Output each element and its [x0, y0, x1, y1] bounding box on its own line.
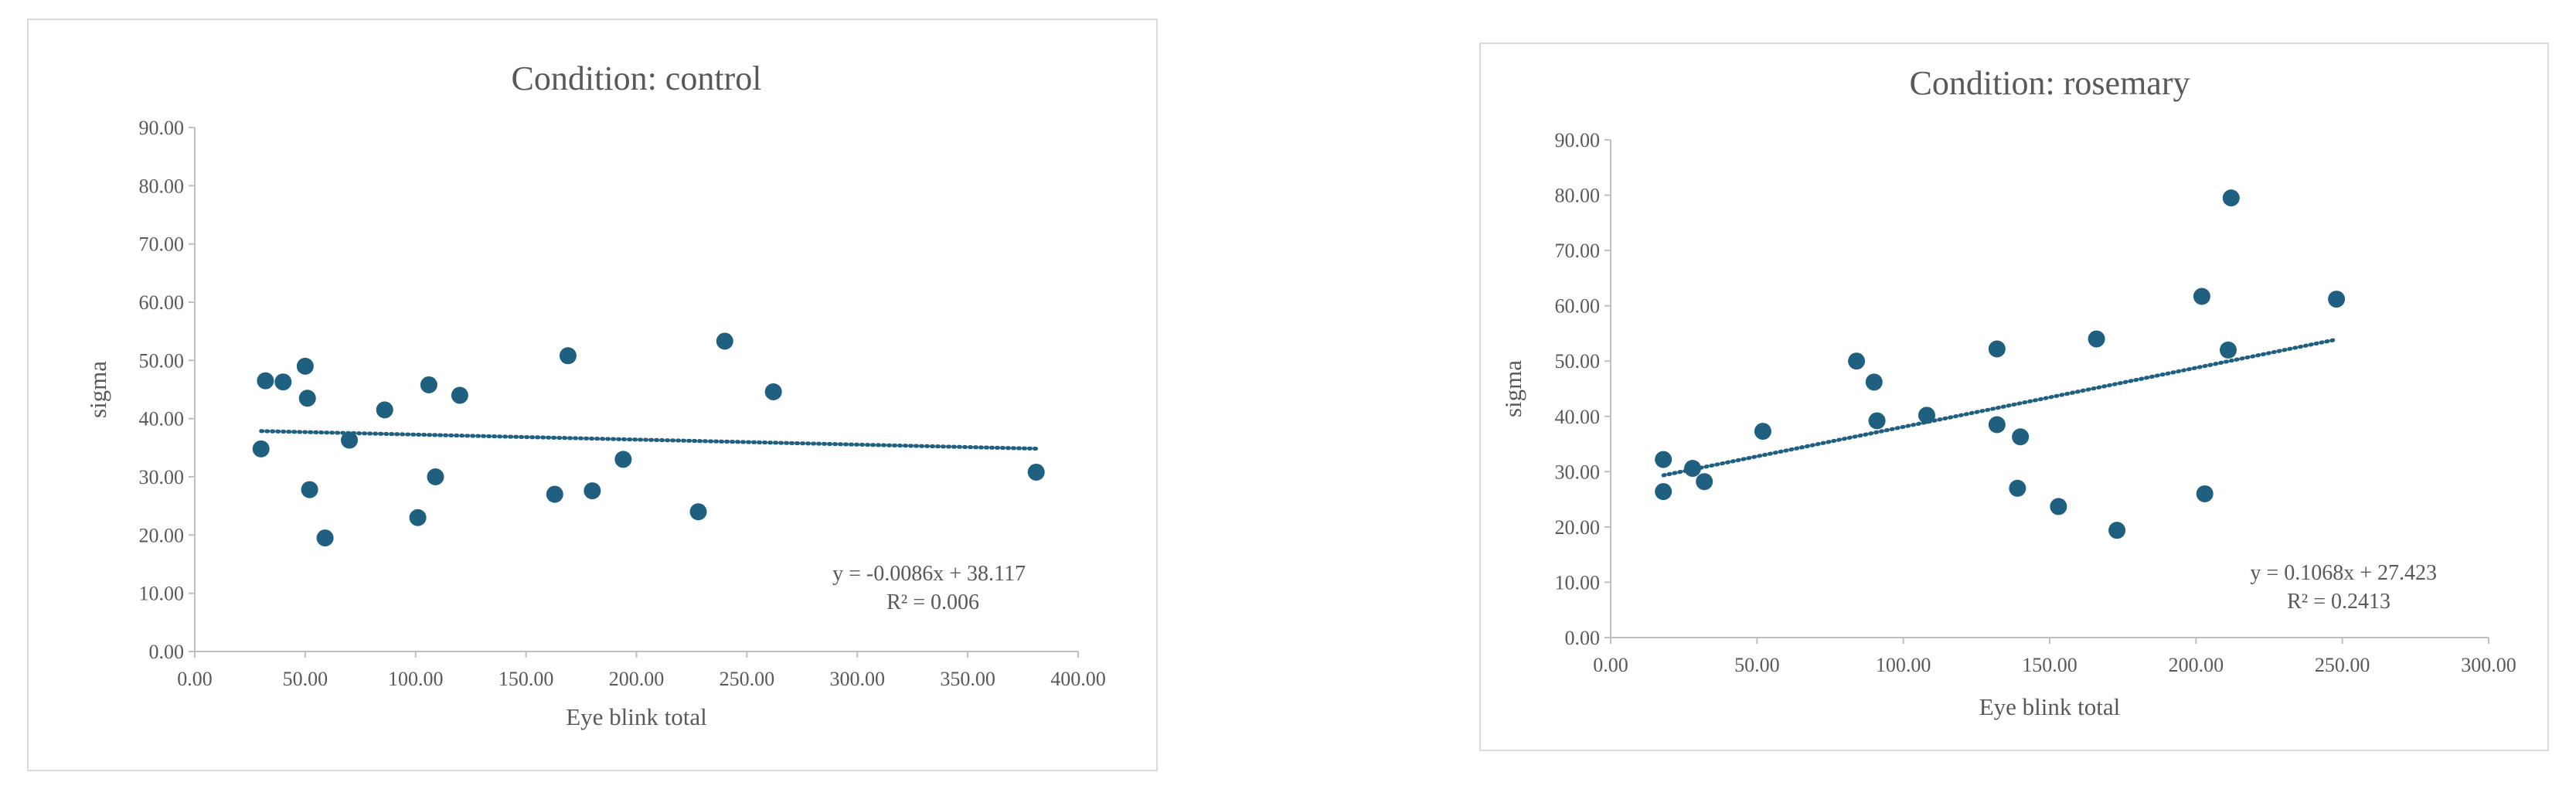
x-tick-label: 150.00 — [499, 668, 554, 690]
x-tick-label: 0.00 — [177, 668, 213, 690]
data-point — [1848, 352, 1866, 370]
y-axis-label: sigma — [1499, 360, 1526, 417]
data-point — [2219, 341, 2237, 359]
data-point — [1027, 463, 1045, 481]
y-axis-label: sigma — [84, 361, 111, 418]
x-tick-label: 100.00 — [388, 668, 444, 690]
trendline-equation: y = -0.0086x + 38.117 — [832, 562, 1026, 586]
x-tick-label: 0.00 — [1593, 654, 1628, 676]
data-point — [2009, 479, 2026, 497]
y-tick-label: 40.00 — [1555, 406, 1601, 428]
x-tick-label: 350.00 — [940, 668, 995, 690]
data-point — [764, 383, 782, 401]
x-tick-label: 400.00 — [1050, 668, 1106, 690]
trendline — [1661, 337, 2339, 478]
data-point — [2108, 522, 2126, 539]
data-point — [1655, 451, 1673, 468]
x-axis-label: Eye blink total — [566, 703, 707, 730]
r-squared-label: R² = 0.2413 — [2287, 590, 2391, 614]
data-point — [546, 485, 563, 503]
data-point — [716, 332, 733, 350]
data-point — [1655, 483, 1673, 501]
x-tick-label: 300.00 — [830, 668, 886, 690]
data-point — [316, 529, 334, 547]
chart-title: Condition: rosemary — [1910, 64, 2190, 102]
data-point — [2328, 291, 2346, 308]
trendline — [259, 429, 1039, 451]
x-tick-label: 50.00 — [283, 668, 328, 690]
data-point — [1868, 412, 1886, 430]
y-tick-label: 0.00 — [149, 641, 185, 663]
y-tick-label: 0.00 — [1565, 627, 1601, 649]
y-tick-label: 50.00 — [1555, 350, 1601, 372]
x-tick-label: 200.00 — [2169, 654, 2224, 676]
data-point — [298, 389, 316, 407]
trendline-equation: y = 0.1068x + 27.423 — [2250, 561, 2437, 585]
x-tick-label: 150.00 — [2022, 654, 2077, 676]
y-tick-label: 30.00 — [139, 466, 185, 488]
data-point — [1684, 460, 1702, 478]
x-tick-label: 250.00 — [2315, 654, 2370, 676]
y-tick-label: 10.00 — [1555, 571, 1601, 594]
data-point — [274, 373, 292, 391]
data-point — [2088, 330, 2105, 348]
x-tick-label: 300.00 — [2461, 654, 2516, 676]
data-point — [257, 372, 274, 389]
x-tick-label: 250.00 — [720, 668, 775, 690]
y-tick-label: 50.00 — [139, 349, 185, 372]
data-point — [1988, 416, 2006, 434]
data-point — [427, 468, 444, 485]
y-tick-label: 60.00 — [139, 291, 185, 314]
y-tick-label: 30.00 — [1555, 461, 1601, 483]
data-point — [559, 347, 577, 365]
x-tick-label: 200.00 — [609, 668, 665, 690]
data-point — [296, 357, 314, 375]
data-point — [2196, 485, 2214, 502]
data-point — [2193, 287, 2210, 305]
x-axis-label: Eye blink total — [1979, 693, 2121, 720]
data-point — [341, 431, 359, 449]
data-point — [614, 451, 632, 468]
x-tick-label: 50.00 — [1734, 654, 1780, 676]
y-tick-label: 90.00 — [139, 117, 185, 139]
y-tick-label: 10.00 — [139, 583, 185, 605]
data-point — [409, 509, 427, 526]
data-point — [689, 503, 707, 521]
data-point — [1754, 423, 1771, 441]
data-point — [1918, 407, 1935, 424]
data-point — [1865, 373, 1883, 391]
y-tick-label: 80.00 — [1555, 185, 1601, 207]
y-tick-label: 40.00 — [139, 408, 185, 430]
data-point — [584, 482, 601, 500]
y-tick-label: 70.00 — [1555, 240, 1601, 262]
chart-rosemary-svg: Condition: rosemary 0.00 10.00 20.00 30.00 40… — [1499, 64, 2516, 720]
data-point — [2222, 189, 2240, 207]
y-tick-label: 90.00 — [1555, 129, 1601, 151]
y-tick-label: 60.00 — [1555, 295, 1601, 318]
data-point — [420, 376, 437, 393]
chart-control: Condition: control 0.00 10.00 20.00 30.00 40.… — [27, 19, 1158, 771]
data-point — [1988, 340, 2006, 358]
y-tick-label: 20.00 — [139, 524, 185, 546]
r-squared-label: R² = 0.006 — [886, 590, 979, 614]
data-point — [301, 481, 318, 498]
y-tick-label: 70.00 — [139, 233, 185, 256]
y-tick-label: 80.00 — [139, 175, 185, 197]
y-tick-label: 20.00 — [1555, 516, 1601, 539]
chart-rosemary: Condition: rosemary 0.00 10.00 20.00 30.00 40… — [1479, 43, 2549, 751]
data-point — [252, 440, 270, 458]
chart-control-svg: Condition: control 0.00 10.00 20.00 30.00 40.… — [84, 60, 1106, 730]
data-point — [2012, 428, 2030, 446]
chart-title: Condition: control — [512, 60, 762, 97]
data-point — [376, 401, 393, 419]
data-point — [451, 386, 468, 404]
data-point — [2050, 498, 2067, 515]
x-tick-label: 100.00 — [1876, 654, 1931, 676]
data-point — [1696, 473, 1713, 491]
